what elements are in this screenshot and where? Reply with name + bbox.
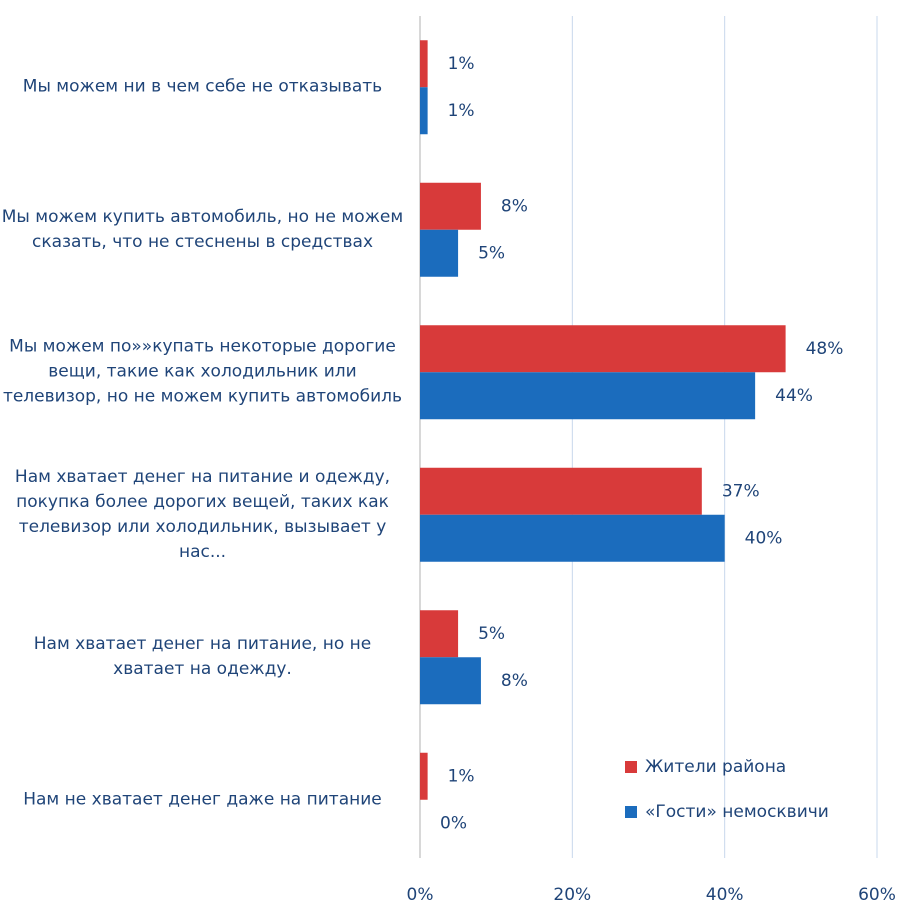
bar xyxy=(420,514,725,562)
value-label: 1% xyxy=(448,54,475,74)
value-label: 44% xyxy=(775,386,813,406)
value-label: 5% xyxy=(478,624,505,644)
value-label: 1% xyxy=(448,101,475,121)
bar xyxy=(420,752,428,800)
value-label: 8% xyxy=(501,671,528,691)
value-label: 0% xyxy=(440,813,467,833)
value-label: 1% xyxy=(448,766,475,786)
bar xyxy=(420,325,786,373)
x-tick-label: 60% xyxy=(858,885,896,905)
category-label: Мы можем по»»купать некоторые дорогие ве… xyxy=(2,336,403,407)
category-label: Нам хватает денег на питание и одежду, п… xyxy=(14,466,391,562)
legend-label: «Гости» немосквичи xyxy=(645,802,829,822)
bar xyxy=(420,229,459,277)
legend-label: Жители района xyxy=(645,757,786,777)
legend-swatch xyxy=(625,761,637,773)
x-tick-label: 40% xyxy=(706,885,744,905)
legend-swatch xyxy=(625,806,637,818)
category-label: Мы можем купить автомобиль, но не можем … xyxy=(1,206,404,252)
bar xyxy=(420,657,481,705)
bar xyxy=(420,40,428,88)
value-label: 40% xyxy=(745,528,783,548)
category-label: Мы можем ни в чем себе не отказывать xyxy=(22,76,383,97)
bar xyxy=(420,182,481,230)
category-label: Нам хватает денег на питание, но не хват… xyxy=(33,634,372,680)
value-label: 5% xyxy=(478,243,505,263)
bar xyxy=(420,467,702,515)
bar xyxy=(420,87,428,135)
x-tick-label: 0% xyxy=(407,885,434,905)
value-label: 48% xyxy=(806,339,844,359)
value-label: 37% xyxy=(722,481,760,501)
category-label: Нам не хватает денег даже на питание xyxy=(23,789,382,810)
bar xyxy=(420,610,459,658)
x-tick-label: 20% xyxy=(553,885,591,905)
bar xyxy=(420,372,756,420)
value-label: 8% xyxy=(501,196,528,216)
